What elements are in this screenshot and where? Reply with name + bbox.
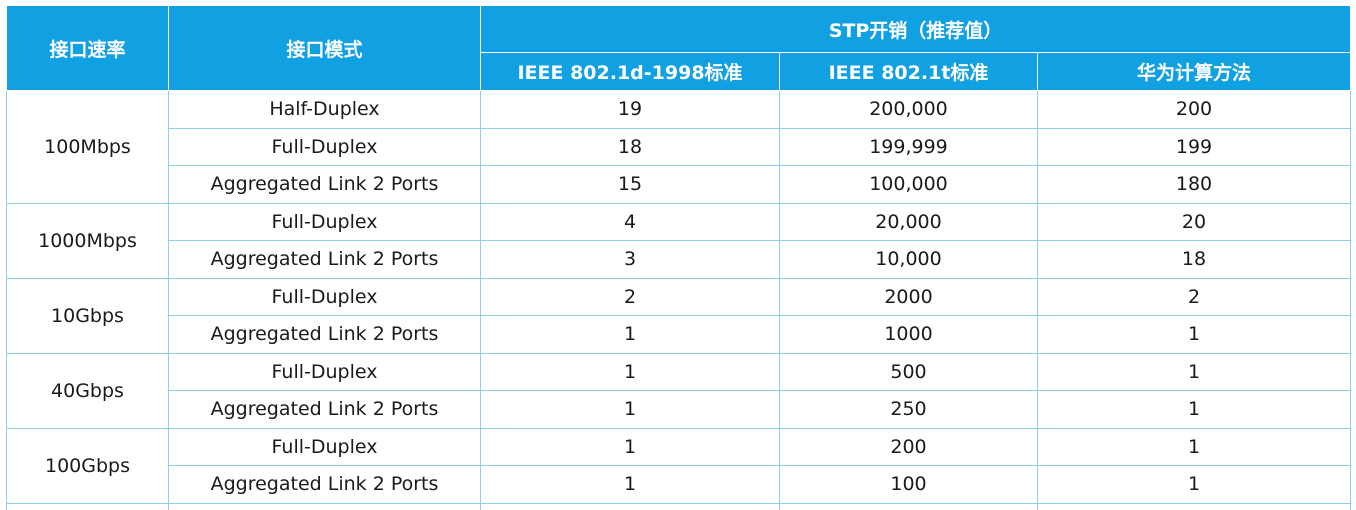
cell-ieee-802-1d: 1: [480, 315, 780, 354]
table-row: Aggregated Link 2 Ports 1 100 1: [7, 465, 1351, 504]
cell-ieee-802-1d: 1: [480, 390, 780, 429]
cell-ieee-802-1t: 2000: [779, 277, 1038, 316]
cell-ieee-802-1d: 1: [480, 465, 780, 504]
cell-mode: Aggregated Link 2 Ports: [168, 165, 481, 204]
cell-mode: Full-Duplex: [168, 202, 481, 241]
cell-huawei: 1: [1037, 352, 1351, 391]
cell-ieee-802-1t: 199,999: [779, 127, 1038, 166]
cell-huawei: 1: [1037, 465, 1351, 504]
cell-huawei: 1: [1037, 390, 1351, 429]
cell-huawei: 20: [1037, 202, 1351, 241]
cell-huawei: 200: [1037, 90, 1351, 129]
cell-mode: Full-Duplex: [168, 352, 481, 391]
table-row: 40Gbps Full-Duplex 1 500 1: [6, 352, 1351, 429]
cell-mode: Half-Duplex: [168, 90, 481, 129]
stp-cost-table: 接口速率 接口模式 STP开销（推荐值） IEEE 802.1d-1998标准 …: [6, 5, 1351, 510]
cell-huawei: 199: [1037, 127, 1351, 166]
cell-ieee-802-1t: 10,000: [779, 240, 1038, 279]
header-speed: 接口速率: [6, 5, 169, 91]
cell-ieee-802-1d: 2: [480, 277, 780, 316]
table-row: 100Mbps Half-Duplex 19 200,000 200: [6, 90, 1351, 204]
cell-huawei: 1: [1037, 315, 1351, 354]
table-row: Aggregated Link 2 Ports 3 10,000 18: [7, 240, 1351, 279]
table-row: 1000Mbps Full-Duplex 4 20,000 20: [6, 202, 1351, 279]
header-mode: 接口模式: [168, 5, 481, 91]
cell-ieee-802-1t: 1000: [779, 315, 1038, 354]
table-row: 10Gbps Full-Duplex 2 2000 2: [6, 277, 1351, 354]
cell-ieee-802-1t: 500: [779, 352, 1038, 391]
cell-ieee-802-1t: 200,000: [779, 90, 1038, 129]
cell-ieee-802-1d: 1: [480, 352, 780, 391]
cell-speed: 10Gbps: [6, 277, 169, 354]
table-row: Aggregated Link 2 Ports 1 1000 1: [7, 315, 1351, 354]
header-ieee-802-1d: IEEE 802.1d-1998标准: [480, 52, 780, 91]
cell-ieee-802-1t: 200: [779, 427, 1038, 466]
cell-mode: Aggregated Link 2 Ports: [168, 390, 481, 429]
cell-huawei: 2: [1037, 277, 1351, 316]
table-header: 接口速率 接口模式 STP开销（推荐值） IEEE 802.1d-1998标准 …: [6, 5, 1351, 91]
header-ieee-802-1t: IEEE 802.1t标准: [779, 52, 1038, 91]
cell-ieee-802-1d: 4: [480, 202, 780, 241]
table-row: Full-Duplex 18 199,999 199: [7, 127, 1351, 166]
table-row-continuation: [6, 502, 1351, 510]
empty-cell: [1037, 502, 1351, 510]
table-row: 100Gbps Full-Duplex 1 200 1: [6, 427, 1351, 504]
cell-huawei: 1: [1037, 427, 1351, 466]
header-stp-cost: STP开销（推荐值）: [480, 5, 1351, 53]
cell-huawei: 18: [1037, 240, 1351, 279]
cell-mode: Full-Duplex: [168, 127, 481, 166]
cell-speed: 100Mbps: [6, 90, 169, 204]
table-row: Aggregated Link 2 Ports 15 100,000 180: [7, 165, 1351, 204]
cell-mode: Aggregated Link 2 Ports: [168, 240, 481, 279]
stp-cost-table-container: 接口速率 接口模式 STP开销（推荐值） IEEE 802.1d-1998标准 …: [6, 5, 1351, 510]
cell-ieee-802-1t: 250: [779, 390, 1038, 429]
cell-ieee-802-1t: 20,000: [779, 202, 1038, 241]
cell-speed: 40Gbps: [6, 352, 169, 429]
cell-ieee-802-1t: 100: [779, 465, 1038, 504]
table-body: 100Mbps Half-Duplex 19 200,000 200 Full-Duple…: [6, 90, 1351, 510]
cell-huawei: 180: [1037, 165, 1351, 204]
cell-ieee-802-1d: 18: [480, 127, 780, 166]
header-huawei: 华为计算方法: [1037, 52, 1351, 91]
cell-mode: Full-Duplex: [168, 277, 481, 316]
cell-mode: Aggregated Link 2 Ports: [168, 465, 481, 504]
cell-ieee-802-1d: 3: [480, 240, 780, 279]
cell-ieee-802-1d: 19: [480, 90, 780, 129]
cell-speed: 1000Mbps: [6, 202, 169, 279]
cell-mode: Aggregated Link 2 Ports: [168, 315, 481, 354]
table-row: Aggregated Link 2 Ports 1 250 1: [7, 390, 1351, 429]
cell-speed: 100Gbps: [6, 427, 169, 504]
cell-ieee-802-1t: 100,000: [779, 165, 1038, 204]
cell-ieee-802-1d: 15: [480, 165, 780, 204]
cell-ieee-802-1d: 1: [480, 427, 780, 466]
cell-mode: Full-Duplex: [168, 427, 481, 466]
